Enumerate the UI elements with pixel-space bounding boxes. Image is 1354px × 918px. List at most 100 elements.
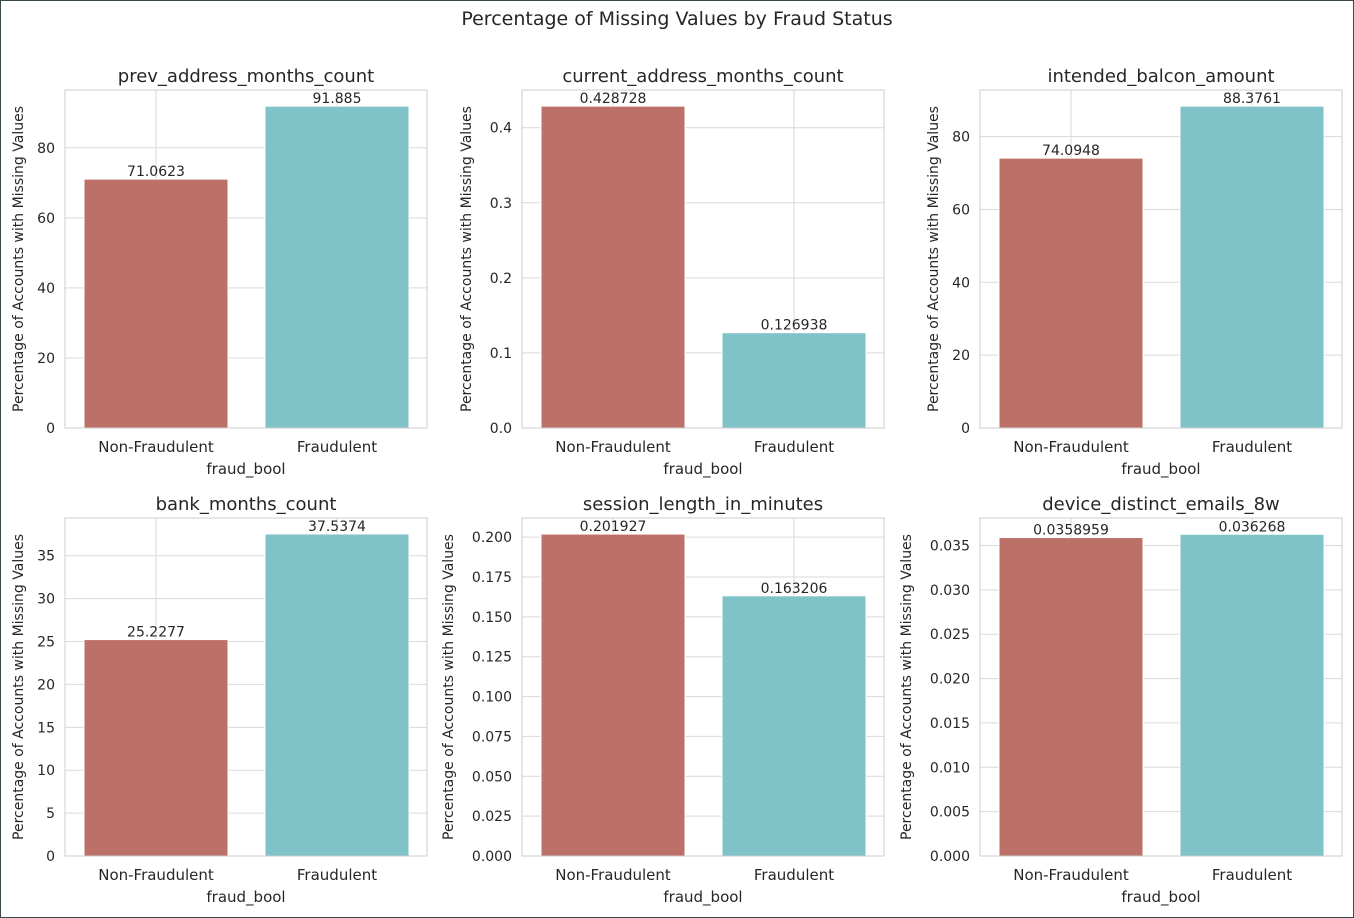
x-axis-label: fraud_bool <box>663 460 742 479</box>
y-tick-label: 0.030 <box>930 583 970 599</box>
y-tick-label: 0.2 <box>490 271 512 287</box>
y-axis-label: Percentage of Accounts with Missing Valu… <box>11 106 27 412</box>
y-tick-label: 0.1 <box>490 346 512 362</box>
bar-value-label: 25.2277 <box>127 625 185 641</box>
axes-border <box>521 89 885 429</box>
y-tick-label: 0.025 <box>472 809 512 825</box>
y-tick-label: 0.050 <box>472 769 512 785</box>
x-axis-label: fraud_bool <box>1121 888 1200 907</box>
bar-value-label: 0.163206 <box>761 581 828 597</box>
subplot-title: device_distinct_emails_8w <box>1042 494 1280 515</box>
y-tick-label: 40 <box>952 275 970 291</box>
x-tick-label: Fraudulent <box>754 438 834 456</box>
y-tick-label: 0.000 <box>472 849 512 865</box>
subplot-title: intended_balcon_amount <box>1047 66 1274 87</box>
x-axis-label: fraud_bool <box>1121 460 1200 479</box>
y-tick-label: 5 <box>46 806 55 822</box>
x-tick-label: Fraudulent <box>1212 866 1292 884</box>
x-tick-label: Non-Fraudulent <box>555 866 671 884</box>
bar-value-label: 74.0948 <box>1042 143 1100 159</box>
y-tick-label: 0.3 <box>490 196 512 212</box>
y-axis-label: Percentage of Accounts with Missing Valu… <box>899 534 915 840</box>
bar-non-fraudulent <box>540 105 686 429</box>
bar-fraudulent <box>1179 533 1325 857</box>
y-tick-label: 0.025 <box>930 627 970 643</box>
y-tick-label: 0.100 <box>472 690 512 706</box>
subplot-title: session_length_in_minutes <box>583 494 823 515</box>
y-tick-label: 10 <box>37 763 55 779</box>
y-tick-label: 0.075 <box>472 729 512 745</box>
y-axis-label: Percentage of Accounts with Missing Valu… <box>926 106 942 412</box>
y-tick-label: 0.125 <box>472 650 512 666</box>
y-tick-label: 0.000 <box>930 849 970 865</box>
y-tick-label: 20 <box>37 351 55 367</box>
y-axis-label: Percentage of Accounts with Missing Valu… <box>441 534 457 840</box>
bar-non-fraudulent <box>83 639 229 857</box>
axes-border <box>521 517 885 857</box>
y-tick-label: 0.150 <box>472 610 512 626</box>
bar-value-label: 0.036268 <box>1219 519 1286 535</box>
x-tick-label: Non-Fraudulent <box>98 438 214 456</box>
x-tick-label: Non-Fraudulent <box>1013 866 1129 884</box>
y-axis-label: Percentage of Accounts with Missing Valu… <box>459 106 475 412</box>
y-tick-label: 0.200 <box>472 530 512 546</box>
bar-value-label: 0.201927 <box>580 519 647 535</box>
y-tick-label: 0.035 <box>930 539 970 555</box>
axes-border <box>979 517 1343 857</box>
bar-value-label: 88.3761 <box>1223 91 1281 107</box>
y-tick-label: 0.0 <box>490 421 512 437</box>
y-tick-label: 0.4 <box>490 121 512 137</box>
x-tick-label: Fraudulent <box>297 438 377 456</box>
y-tick-label: 0.020 <box>930 672 970 688</box>
x-tick-label: Fraudulent <box>1212 438 1292 456</box>
subplot-title: prev_address_months_count <box>118 66 374 87</box>
y-tick-label: 40 <box>37 281 55 297</box>
x-tick-label: Fraudulent <box>297 866 377 884</box>
bar-fraudulent <box>264 105 410 429</box>
subplot-title: current_address_months_count <box>562 66 843 87</box>
bar-non-fraudulent <box>998 157 1144 429</box>
y-tick-label: 0.015 <box>930 716 970 732</box>
y-tick-label: 0.010 <box>930 760 970 776</box>
y-tick-label: 60 <box>37 211 55 227</box>
figure-title: Percentage of Missing Values by Fraud St… <box>461 8 893 30</box>
x-axis-label: fraud_bool <box>206 888 285 907</box>
bar-value-label: 91.885 <box>313 91 362 107</box>
x-axis-label: fraud_bool <box>206 460 285 479</box>
x-tick-label: Non-Fraudulent <box>555 438 671 456</box>
y-tick-label: 0.175 <box>472 570 512 586</box>
bar-non-fraudulent <box>998 537 1144 857</box>
y-tick-label: 0.005 <box>930 805 970 821</box>
y-tick-label: 35 <box>37 549 55 565</box>
y-tick-label: 60 <box>952 202 970 218</box>
y-tick-label: 25 <box>37 635 55 651</box>
y-axis-label: Percentage of Accounts with Missing Valu… <box>11 534 27 840</box>
bar-fraudulent <box>1179 105 1325 429</box>
y-tick-label: 20 <box>952 348 970 364</box>
bar-value-label: 0.428728 <box>580 91 647 107</box>
bar-value-label: 71.0623 <box>127 164 185 180</box>
bar-non-fraudulent <box>83 178 229 429</box>
y-tick-label: 0 <box>46 849 55 865</box>
bar-value-label: 0.126938 <box>761 318 828 334</box>
axes-border <box>64 89 428 429</box>
axes-border <box>64 517 428 857</box>
axes-border <box>979 89 1343 429</box>
x-tick-label: Non-Fraudulent <box>98 866 214 884</box>
y-tick-label: 30 <box>37 592 55 608</box>
bar-value-label: 0.0358959 <box>1033 523 1109 539</box>
bar-non-fraudulent <box>540 533 686 857</box>
x-tick-label: Non-Fraudulent <box>1013 438 1129 456</box>
y-tick-label: 80 <box>37 141 55 157</box>
y-tick-label: 15 <box>37 720 55 736</box>
y-tick-label: 80 <box>952 130 970 146</box>
bar-fraudulent <box>721 595 867 857</box>
bar-fraudulent <box>721 332 867 429</box>
x-axis-label: fraud_bool <box>663 888 742 907</box>
y-tick-label: 0 <box>961 421 970 437</box>
subplot-title: bank_months_count <box>156 494 337 515</box>
y-tick-label: 0 <box>46 421 55 437</box>
y-tick-label: 20 <box>37 677 55 693</box>
bar-fraudulent <box>264 533 410 857</box>
